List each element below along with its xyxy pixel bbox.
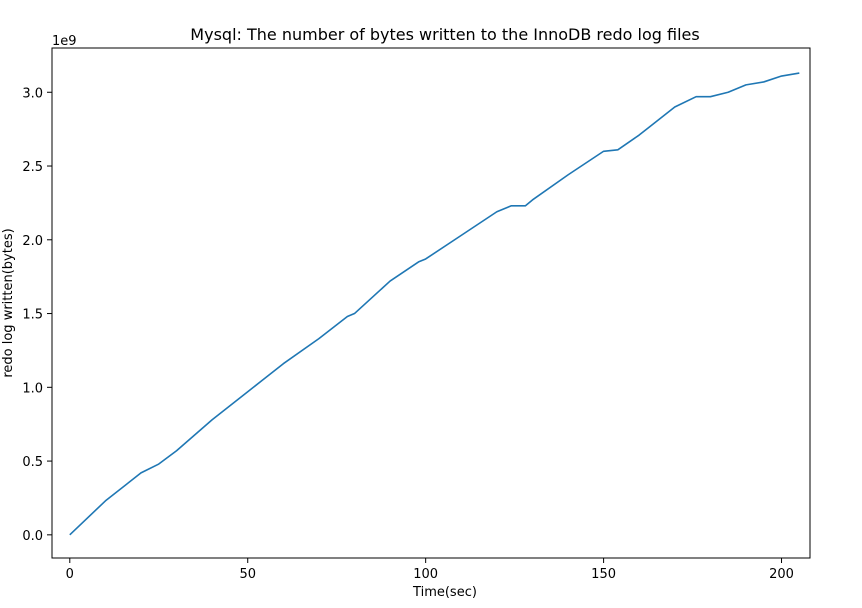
x-tick-label: 50: [239, 567, 256, 582]
plot-area: [69, 72, 800, 536]
y-tick-label: 2.5: [22, 160, 43, 175]
y-tick-label: 0.0: [22, 529, 43, 544]
x-axis-label: Time(sec): [412, 585, 477, 600]
y-axis-offset-label: 1e9: [52, 34, 77, 49]
y-axis-label: redo log written(bytes): [1, 228, 16, 377]
x-tick-label: 200: [769, 567, 794, 582]
x-axis-ticks: 0 50 100 150 200: [66, 558, 794, 582]
y-axis-ticks: 0.0 0.5 1.0 1.5 2.0 2.5 3.0: [22, 86, 52, 544]
y-tick-label: 2.0: [22, 234, 43, 249]
x-tick-label: 100: [413, 567, 438, 582]
axes-frame: [51, 47, 811, 559]
y-tick-label: 1.5: [22, 308, 43, 323]
y-tick-label: 1.0: [22, 381, 43, 396]
x-tick-label: 150: [591, 567, 616, 582]
y-tick-label: 0.5: [22, 455, 43, 470]
series-line: [69, 72, 800, 536]
x-tick-label: 0: [66, 567, 74, 582]
y-tick-label: 3.0: [22, 86, 43, 101]
chart-title: Mysql: The number of bytes written to th…: [190, 25, 699, 44]
